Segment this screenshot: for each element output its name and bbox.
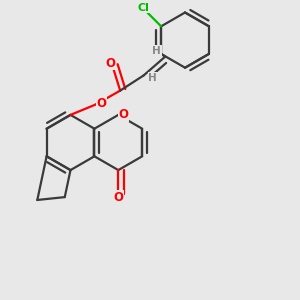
Text: H: H (148, 73, 157, 83)
Text: O: O (96, 97, 106, 110)
Text: H: H (152, 46, 161, 56)
Text: O: O (113, 191, 123, 204)
Text: Cl: Cl (138, 2, 149, 13)
Text: O: O (105, 57, 115, 70)
Text: O: O (119, 108, 129, 122)
